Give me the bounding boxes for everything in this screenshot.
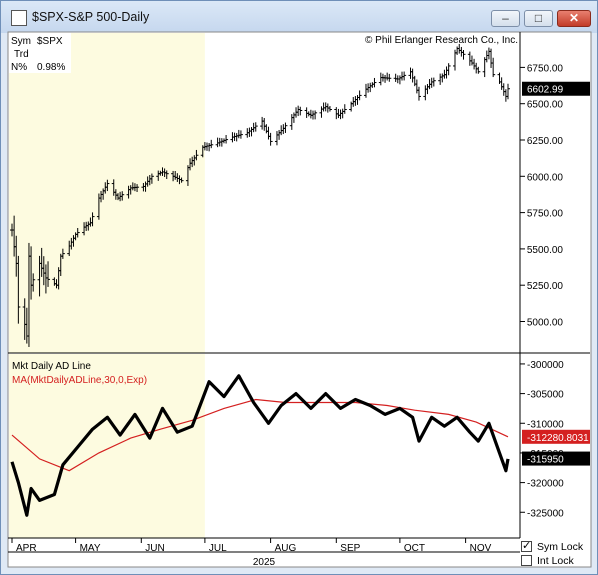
n-value: 0.98% [37,62,65,73]
price-bar [16,255,21,324]
price-bar [135,184,140,193]
sym-lock-label: Sym Lock [537,541,584,553]
minimize-icon: – [502,11,509,25]
ad-line [10,374,510,517]
month-label: APR [16,543,37,554]
price-bar [90,212,95,227]
price-tick-label: 6000.00 [527,172,564,183]
price-tick-label: 6250.00 [527,136,564,147]
price-bar [446,63,451,76]
price-tick-label: 6750.00 [527,63,564,74]
ad-tick-label: -320000 [527,479,564,490]
ad-tick-label: -305000 [527,390,564,401]
svg-text:-315950: -315950 [527,455,564,466]
ad-tick-label: -325000 [527,508,564,519]
int-lock-label: Int Lock [537,555,574,567]
price-bar [357,90,362,101]
price-bar [60,248,65,259]
svg-text:-312280.8031: -312280.8031 [527,433,589,444]
price-tick-label: 5750.00 [527,209,564,220]
price-bar [253,122,258,132]
year-label: 2025 [253,557,276,568]
chart-app-icon [11,10,27,26]
price-bar [431,77,436,87]
n-label: N% [11,62,27,73]
price-bar [120,191,125,201]
price-tick-label: 5000.00 [527,318,564,329]
month-label: OCT [404,543,425,554]
month-label: AUG [275,543,297,554]
price-bar [238,130,243,139]
price-bar [268,132,273,146]
price-bar [313,110,318,120]
price-bar [372,77,377,88]
maximize-icon: □ [534,11,543,25]
ad-panel-shade [9,354,205,538]
price-bar [31,273,36,292]
ma-series-name: MA(MktDailyADLine,30,0,Exp) [12,375,147,386]
price-bar [416,86,421,101]
last-value-labels: 6602.99 -312280.8031 -315950 [522,81,590,466]
price-tick-label: 5250.00 [527,281,564,292]
ad-last-value: -315950 [522,451,590,466]
price-bar [506,83,510,100]
maximize-button[interactable]: □ [524,10,553,27]
price-bar [194,149,199,161]
month-label: NOV [470,543,492,554]
sym-lock-checkbox[interactable]: ✓ [521,540,532,552]
trd-label: Trd [14,49,29,60]
close-icon: ✕ [568,11,580,25]
ad-series-name: Mkt Daily AD Line [12,361,91,372]
ma-line [11,398,509,472]
price-tick-label: 6500.00 [527,100,564,111]
price-bar [164,170,169,179]
price-last-value: 6602.99 [522,81,590,96]
month-axis: APR MAY JUN JUL AUG SEP OCT NOV [11,538,492,554]
price-bar [46,261,51,287]
sym-value: $SPX [37,36,63,47]
price-tick-label: 5500.00 [527,245,564,256]
price-bar [491,57,496,78]
price-bar [461,49,466,60]
month-label: JUL [209,543,227,554]
check-icon: ✓ [522,540,532,552]
price-bar [342,104,347,114]
month-label: SEP [340,543,360,554]
price-bars [10,43,510,347]
price-bar [75,227,80,238]
ad-tick-label: -300000 [527,360,564,371]
close-button[interactable]: ✕ [557,10,591,27]
window-title: $SPX-S&P 500-Daily [32,10,150,24]
price-bar [476,66,481,74]
price-y-axis: 5000.00 5250.00 5500.00 5750.00 6000.00 6250.… [520,63,564,329]
price-bar [105,179,110,192]
price-bar [209,139,214,149]
price-panel-shade [9,33,205,353]
ma-last-value: -312280.8031 [522,429,590,444]
price-bar [402,71,407,81]
info-box [9,33,71,73]
price-bar [298,106,303,116]
svg-text:6602.99: 6602.99 [527,85,564,96]
title-bar[interactable]: $SPX-S&P 500-Daily – □ ✕ [1,1,597,33]
month-label: MAY [80,543,101,554]
ad-tick-label: -310000 [527,419,564,430]
price-bar [387,73,392,82]
int-lock-checkbox[interactable] [521,555,532,566]
price-bar [327,106,332,112]
price-bar [283,122,288,133]
price-bar [149,173,154,184]
price-bar [179,177,184,183]
month-label: JUN [145,543,164,554]
copyright: © Phil Erlanger Research Co., Inc. [365,35,518,46]
sym-label: Sym [11,36,31,47]
price-bar [224,135,229,144]
minimize-button[interactable]: – [491,10,520,27]
